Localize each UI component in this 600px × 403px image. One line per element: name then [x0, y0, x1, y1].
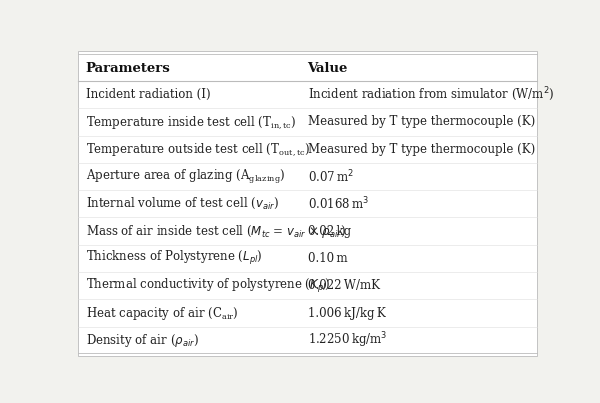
Text: Heat capacity of air ($\mathregular{C_{air}}$): Heat capacity of air ($\mathregular{C_{a… — [86, 305, 239, 322]
FancyBboxPatch shape — [78, 52, 537, 355]
Text: 0.10 m: 0.10 m — [308, 252, 347, 265]
Text: 0.02 kg: 0.02 kg — [308, 224, 350, 238]
Text: 1.006 kJ/kg K: 1.006 kJ/kg K — [308, 307, 385, 320]
Text: Thickness of Polystyrene ($\mathit{L}_{pl}$): Thickness of Polystyrene ($\mathit{L}_{p… — [86, 249, 263, 268]
Text: Mass of air inside test cell ($\mathit{M}_{tc}$ = $\mathit{v}_{air}$ × $\mathit{: Mass of air inside test cell ($\mathit{M… — [86, 222, 346, 240]
Text: Temperature outside test cell ($\mathregular{T_{out,tc}}$): Temperature outside test cell ($\mathreg… — [86, 141, 310, 157]
Text: 0.07 m$^{2}$: 0.07 m$^{2}$ — [308, 168, 354, 185]
Text: Internal volume of test cell ($\mathit{v}_{air}$): Internal volume of test cell ($\mathit{v… — [86, 196, 279, 212]
Text: Aperture area of glazing ($\mathregular{A_{glazing}}$): Aperture area of glazing ($\mathregular{… — [86, 168, 285, 185]
Text: Incident radiation (I): Incident radiation (I) — [86, 88, 211, 101]
Text: Parameters: Parameters — [86, 62, 170, 75]
Text: 0.022 W/mK: 0.022 W/mK — [308, 279, 380, 292]
Text: Measured by T type thermocouple (K): Measured by T type thermocouple (K) — [308, 143, 535, 156]
Text: 0.0168 m$^{3}$: 0.0168 m$^{3}$ — [308, 195, 369, 212]
Text: Value: Value — [308, 62, 348, 75]
Text: Temperature inside test cell ($\mathregular{T_{in,tc}}$): Temperature inside test cell ($\mathregu… — [86, 114, 296, 130]
Text: Thermal conductivity of polystyrene ($\mathit{K}_{pl}$): Thermal conductivity of polystyrene ($\m… — [86, 277, 331, 295]
Text: Measured by T type thermocouple (K): Measured by T type thermocouple (K) — [308, 115, 535, 129]
Text: Density of air ($\mathit{\rho}_{air}$): Density of air ($\mathit{\rho}_{air}$) — [86, 332, 199, 349]
Text: Incident radiation from simulator (W/m$^{2}$): Incident radiation from simulator (W/m$^… — [308, 86, 554, 104]
Text: 1.2250 kg/m$^{3}$: 1.2250 kg/m$^{3}$ — [308, 330, 387, 350]
